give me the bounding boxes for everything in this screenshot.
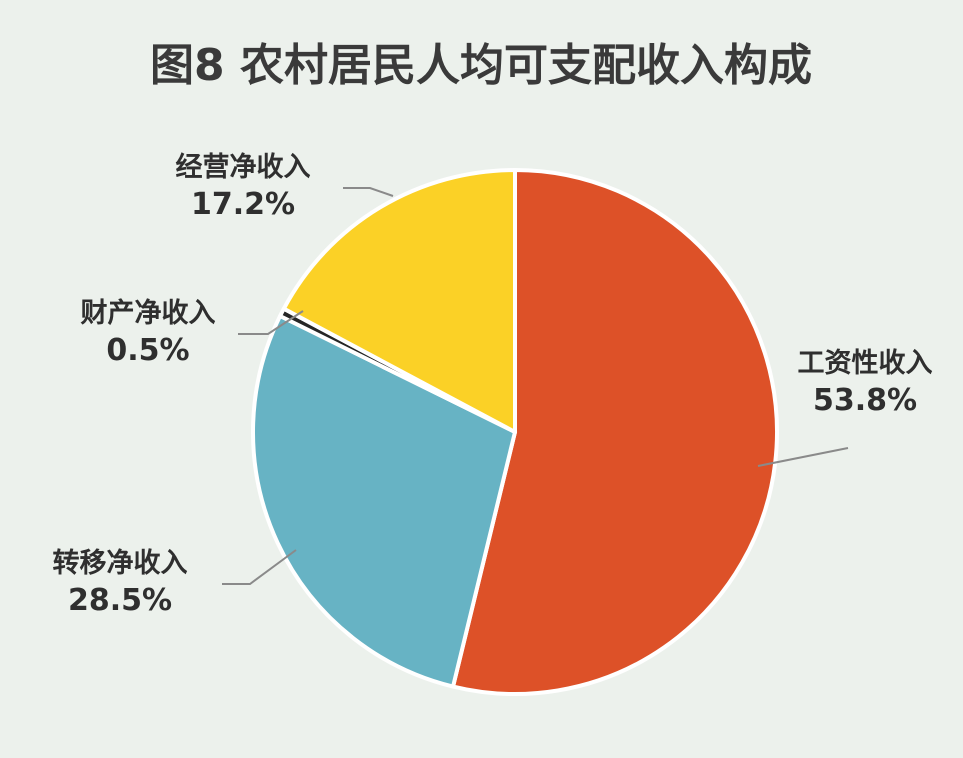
slice-label-4: 经营净收入 — [176, 151, 311, 183]
leader-line-2 — [222, 549, 297, 585]
chart-title: 图8 农村居民人均可支配收入构成 — [150, 40, 812, 91]
leader-line-1 — [757, 447, 849, 467]
slice-value-2: 28.5% — [68, 583, 172, 618]
slice-value-4: 17.2% — [191, 187, 295, 222]
leader-line-3 — [238, 310, 304, 335]
data-labels: 工资性收入 53.8% 转移净收入 28.5% 财产净收入 0.5% 经营净收入 17.2% — [53, 151, 933, 618]
pie-slice-4 — [281, 168, 517, 434]
slice-value-1: 53.8% — [813, 383, 917, 418]
slice-value-3: 0.5% — [106, 333, 189, 368]
slice-label-2: 转移净收入 — [53, 548, 188, 579]
pie-slices — [251, 168, 779, 696]
leader-line-4 — [343, 187, 394, 197]
pie-slice-2 — [251, 314, 517, 689]
slice-label-3: 财产净收入 — [81, 298, 216, 329]
slice-label-1: 工资性收入 — [798, 348, 933, 379]
leader-lines — [222, 187, 849, 585]
